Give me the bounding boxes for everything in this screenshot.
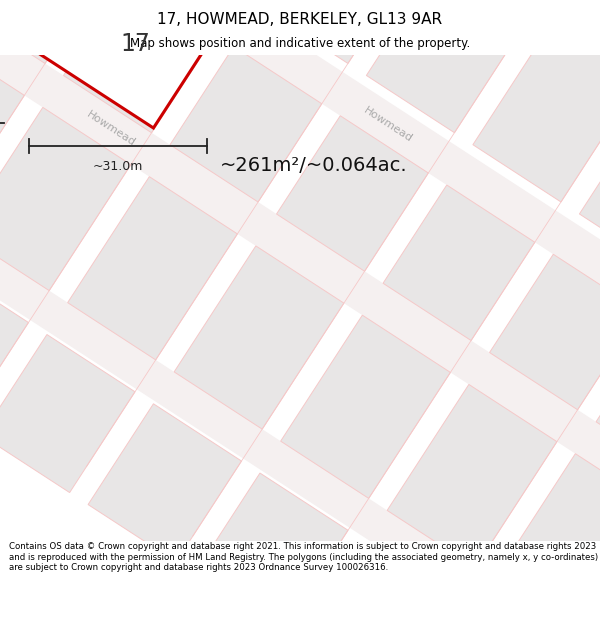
Polygon shape <box>596 324 600 479</box>
Polygon shape <box>387 384 557 568</box>
Polygon shape <box>88 404 242 562</box>
Text: Contains OS data © Crown copyright and database right 2021. This information is : Contains OS data © Crown copyright and d… <box>9 542 598 572</box>
Polygon shape <box>367 0 547 132</box>
Text: ~261m²/~0.064ac.: ~261m²/~0.064ac. <box>220 156 407 174</box>
Polygon shape <box>0 265 28 423</box>
Polygon shape <box>260 0 440 64</box>
Polygon shape <box>490 254 600 410</box>
Polygon shape <box>407 611 561 625</box>
Text: Howmead: Howmead <box>85 109 137 149</box>
Polygon shape <box>0 0 109 64</box>
Text: ~31.0m: ~31.0m <box>93 160 143 173</box>
Polygon shape <box>0 38 25 221</box>
Text: Howmead: Howmead <box>362 105 415 144</box>
Polygon shape <box>281 315 451 498</box>
Polygon shape <box>580 71 600 271</box>
Polygon shape <box>301 542 455 625</box>
Text: Map shows position and indicative extent of the property.: Map shows position and indicative extent… <box>130 38 470 51</box>
Polygon shape <box>64 0 215 132</box>
Polygon shape <box>0 0 600 424</box>
Text: 17, HOWMEAD, BERKELEY, GL13 9AR: 17, HOWMEAD, BERKELEY, GL13 9AR <box>157 12 443 27</box>
Polygon shape <box>0 107 131 291</box>
Polygon shape <box>194 473 348 625</box>
Polygon shape <box>19 0 212 128</box>
Polygon shape <box>473 2 600 202</box>
Polygon shape <box>0 334 135 492</box>
Polygon shape <box>68 177 238 360</box>
Polygon shape <box>0 26 600 625</box>
Polygon shape <box>174 246 344 429</box>
Text: 17: 17 <box>121 32 151 56</box>
Polygon shape <box>0 0 600 554</box>
Polygon shape <box>383 185 535 341</box>
Polygon shape <box>494 454 600 625</box>
Polygon shape <box>277 116 428 271</box>
Polygon shape <box>170 46 322 202</box>
